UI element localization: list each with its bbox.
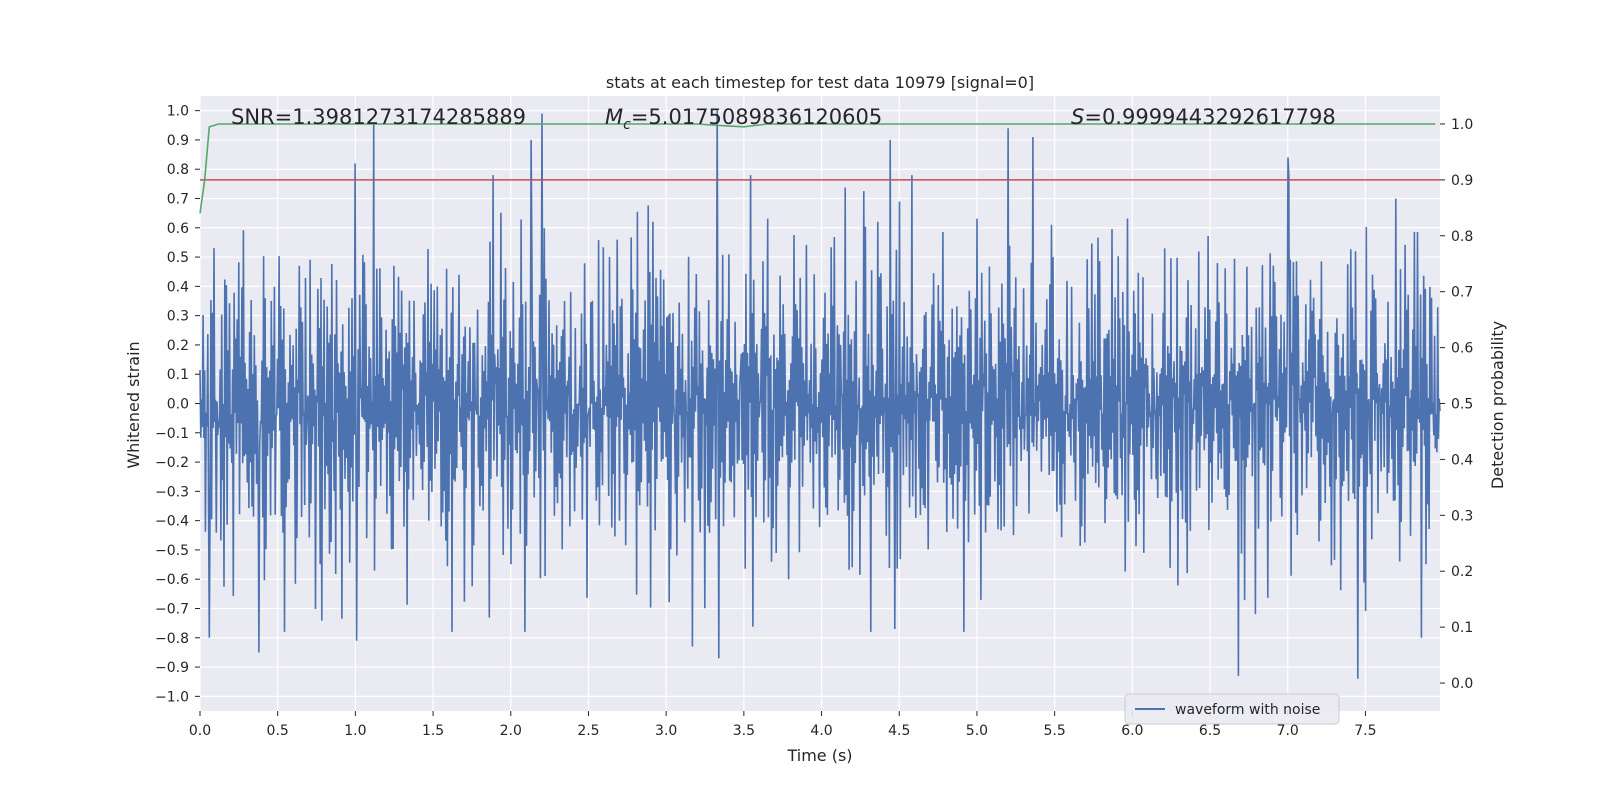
y-left-tick-label: 0.7 xyxy=(167,192,189,208)
y-left-tick-label: 0.6 xyxy=(167,221,189,237)
y-left-tick-label: −1.0 xyxy=(155,689,189,705)
x-tick-label: 2.5 xyxy=(577,723,599,739)
x-tick-label: 6.5 xyxy=(1199,723,1221,739)
y-left-tick-label: 0.8 xyxy=(167,162,189,178)
snr-annotation: SNR=1.3981273174285889 xyxy=(231,105,526,129)
score-symbol: S xyxy=(1071,105,1084,129)
y-left-tick-label: 0.5 xyxy=(167,250,189,266)
y-right-tick-label: 0.6 xyxy=(1451,341,1473,357)
y-right-axis-ticks: 1.0 0.9 0.8 0.7 0.6 0.5 0.4 0.3 0.2 0.1 0.0 xyxy=(1440,117,1473,692)
y-left-tick-label: −0.7 xyxy=(155,602,189,618)
detection-probability-line xyxy=(199,123,1436,214)
y-left-tick-label: −0.6 xyxy=(155,572,189,588)
x-tick-label: 3.0 xyxy=(655,723,677,739)
chirp-mass-symbol: M xyxy=(605,105,623,129)
y-left-tick-label: 0.4 xyxy=(167,279,189,295)
chart-title: stats at each timestep for test data 109… xyxy=(606,73,1034,92)
y-left-tick-label: −0.3 xyxy=(155,484,189,500)
chirp-mass-annotation: Mc=5.0175089836120605 xyxy=(605,105,882,133)
y-right-tick-label: 0.1 xyxy=(1451,620,1473,636)
chirp-mass-subscript: c xyxy=(623,117,631,133)
legend: waveform with noise xyxy=(1124,693,1340,725)
x-tick-label: 4.5 xyxy=(888,723,910,739)
score-value: =0.9999443292617798 xyxy=(1084,105,1335,129)
waveform-line xyxy=(199,110,1441,679)
probability-series xyxy=(199,123,1440,214)
y-left-tick-label: 1.0 xyxy=(167,104,189,120)
x-tick-label: 5.5 xyxy=(1044,723,1066,739)
y-right-tick-label: 0.3 xyxy=(1451,508,1473,524)
y-right-tick-label: 0.2 xyxy=(1451,564,1473,580)
y-right-tick-label: 0.7 xyxy=(1451,285,1473,301)
y-left-tick-label: −0.8 xyxy=(155,631,189,647)
y-left-axis-label: Whitened strain xyxy=(124,341,143,468)
legend-label: waveform with noise xyxy=(1175,702,1320,718)
x-tick-label: 0.0 xyxy=(189,723,211,739)
x-tick-label: 0.5 xyxy=(267,723,289,739)
x-tick-label: 2.0 xyxy=(500,723,522,739)
x-tick-label: 7.0 xyxy=(1277,723,1299,739)
x-axis-ticks: 0.0 0.5 1.0 1.5 2.0 2.5 3.0 3.5 4.0 4.5 5.0 5.5 6.0 6… xyxy=(189,711,1377,739)
legend-box xyxy=(1124,693,1340,725)
y-right-tick-label: 0.0 xyxy=(1451,676,1473,692)
x-tick-label: 4.0 xyxy=(810,723,832,739)
y-right-tick-label: 0.8 xyxy=(1451,229,1473,245)
y-left-tick-label: 0.0 xyxy=(167,397,189,413)
x-tick-label: 3.5 xyxy=(733,723,755,739)
score-annotation: S=0.9999443292617798 xyxy=(1071,105,1336,129)
y-left-tick-label: 0.9 xyxy=(167,133,189,149)
y-left-tick-label: −0.2 xyxy=(155,455,189,471)
y-left-tick-label: 0.3 xyxy=(167,309,189,325)
y-right-tick-label: 0.5 xyxy=(1451,397,1473,413)
y-right-tick-label: 0.9 xyxy=(1451,173,1473,189)
y-left-tick-label: −0.1 xyxy=(155,426,189,442)
waveform-series xyxy=(199,110,1441,679)
x-tick-label: 1.0 xyxy=(344,723,366,739)
y-right-tick-label: 1.0 xyxy=(1451,117,1473,133)
y-left-tick-label: −0.9 xyxy=(155,660,189,676)
x-tick-label: 7.5 xyxy=(1354,723,1376,739)
chirp-mass-value: =5.0175089836120605 xyxy=(631,105,882,129)
x-tick-label: 5.0 xyxy=(966,723,988,739)
x-axis-label: Time (s) xyxy=(786,746,852,765)
x-tick-label: 6.0 xyxy=(1121,723,1143,739)
y-left-tick-label: 0.1 xyxy=(167,367,189,383)
x-tick-label: 1.5 xyxy=(422,723,444,739)
y-left-tick-label: 0.2 xyxy=(167,338,189,354)
y-left-tick-label: −0.4 xyxy=(155,514,189,530)
y-right-tick-label: 0.4 xyxy=(1451,452,1473,468)
y-left-axis-ticks: 1.0 0.9 0.8 0.7 0.6 0.5 0.4 0.3 0.2 0.1 0.0 −0.1 −0.… xyxy=(155,104,200,705)
y-right-axis-label: Detection probability xyxy=(1488,321,1507,489)
y-left-tick-label: −0.5 xyxy=(155,543,189,559)
